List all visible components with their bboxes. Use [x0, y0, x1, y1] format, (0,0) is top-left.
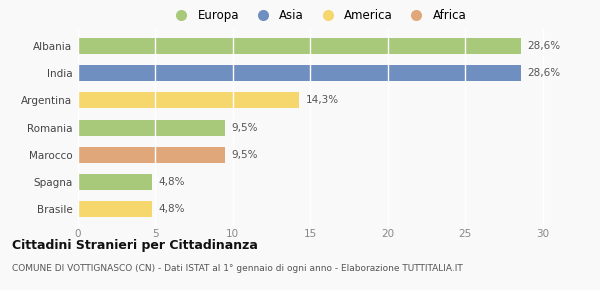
Bar	[78, 38, 521, 54]
Bar	[78, 202, 152, 217]
Text: 9,5%: 9,5%	[231, 150, 258, 160]
Text: 4,8%: 4,8%	[158, 204, 185, 214]
Legend: Europa, Asia, America, Africa: Europa, Asia, America, Africa	[169, 9, 467, 22]
Bar	[78, 93, 299, 108]
Text: 14,3%: 14,3%	[305, 95, 339, 105]
Bar	[78, 147, 225, 163]
Bar	[78, 120, 225, 135]
Text: 28,6%: 28,6%	[527, 68, 560, 78]
Text: 4,8%: 4,8%	[158, 177, 185, 187]
Text: Cittadini Stranieri per Cittadinanza: Cittadini Stranieri per Cittadinanza	[12, 239, 258, 252]
Text: COMUNE DI VOTTIGNASCO (CN) - Dati ISTAT al 1° gennaio di ogni anno - Elaborazion: COMUNE DI VOTTIGNASCO (CN) - Dati ISTAT …	[12, 264, 463, 273]
Text: 28,6%: 28,6%	[527, 41, 560, 51]
Text: 9,5%: 9,5%	[231, 123, 258, 133]
Bar	[78, 174, 152, 190]
Bar	[78, 65, 521, 81]
